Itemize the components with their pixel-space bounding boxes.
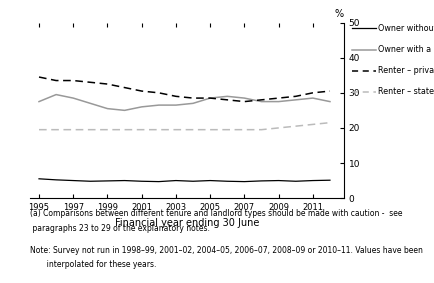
Owner without a mortgage <box>105 179 110 183</box>
Owner without a mortgage <box>139 179 144 183</box>
Renter – private landlord <box>88 81 93 84</box>
Renter – state/territory housing authority <box>258 128 263 131</box>
Text: %: % <box>334 9 343 19</box>
X-axis label: Financial year ending 30 June: Financial year ending 30 June <box>115 218 259 228</box>
Renter – state/territory housing authority <box>122 128 127 131</box>
Owner without a mortgage <box>190 179 195 183</box>
Owner with a  mortgage <box>105 107 110 110</box>
Owner with a  mortgage <box>36 100 42 103</box>
Owner without a mortgage <box>293 179 298 183</box>
Renter – private landlord <box>207 97 212 100</box>
Renter – private landlord <box>241 100 247 103</box>
Renter – private landlord <box>139 89 144 93</box>
Renter – state/territory housing authority <box>207 128 212 131</box>
Owner without a mortgage <box>258 179 263 183</box>
Renter – state/territory housing authority <box>70 128 76 131</box>
Renter – state/territory housing authority <box>275 126 280 130</box>
Renter – private landlord <box>275 97 280 100</box>
Renter – private landlord <box>173 95 178 98</box>
Renter – private landlord <box>70 79 76 82</box>
Owner with a  mortgage <box>309 97 315 100</box>
Renter – state/territory housing authority <box>36 128 42 131</box>
Owner without a mortgage <box>70 179 76 182</box>
Owner without a mortgage <box>224 179 229 183</box>
Owner with a  mortgage <box>156 103 161 107</box>
Renter – private landlord <box>190 97 195 100</box>
Text: Owner with a  mortgage: Owner with a mortgage <box>378 45 434 54</box>
Renter – private landlord <box>293 95 298 98</box>
Text: Renter – private landlord: Renter – private landlord <box>378 66 434 75</box>
Renter – state/territory housing authority <box>156 128 161 131</box>
Renter – state/territory housing authority <box>139 128 144 131</box>
Renter – state/territory housing authority <box>88 128 93 131</box>
Owner with a  mortgage <box>293 98 298 102</box>
Line: Owner without a mortgage: Owner without a mortgage <box>39 179 329 182</box>
Owner with a  mortgage <box>173 103 178 107</box>
Text: paragraphs 23 to 29 of the explanatory notes.: paragraphs 23 to 29 of the explanatory n… <box>30 224 210 233</box>
Renter – state/territory housing authority <box>224 128 229 131</box>
Renter – private landlord <box>309 91 315 95</box>
Owner without a mortgage <box>327 179 332 182</box>
Renter – private landlord <box>156 91 161 95</box>
Owner with a  mortgage <box>70 97 76 100</box>
Owner with a  mortgage <box>88 102 93 105</box>
Owner without a mortgage <box>207 179 212 182</box>
Text: Renter – state/territory housing authority: Renter – state/territory housing authori… <box>378 87 434 97</box>
Renter – state/territory housing authority <box>53 128 59 131</box>
Renter – state/territory housing authority <box>105 128 110 131</box>
Renter – state/territory housing authority <box>293 125 298 128</box>
Owner without a mortgage <box>122 179 127 182</box>
Renter – state/territory housing authority <box>190 128 195 131</box>
Owner without a mortgage <box>241 180 247 183</box>
Owner without a mortgage <box>88 179 93 183</box>
Text: Owner without a mortgage: Owner without a mortgage <box>378 24 434 33</box>
Text: interpolated for these years.: interpolated for these years. <box>30 260 157 269</box>
Owner with a  mortgage <box>139 105 144 109</box>
Renter – private landlord <box>122 86 127 89</box>
Text: Note: Survey not run in 1998–99, 2001–02, 2004–05, 2006–07, 2008–09 or 2010–11. : Note: Survey not run in 1998–99, 2001–02… <box>30 246 422 255</box>
Owner without a mortgage <box>309 179 315 182</box>
Renter – state/territory housing authority <box>241 128 247 131</box>
Owner with a  mortgage <box>207 97 212 100</box>
Renter – private landlord <box>36 75 42 79</box>
Renter – private landlord <box>53 79 59 82</box>
Owner without a mortgage <box>36 177 42 181</box>
Owner with a  mortgage <box>275 100 280 103</box>
Owner with a  mortgage <box>241 97 247 100</box>
Owner with a  mortgage <box>53 93 59 96</box>
Owner with a  mortgage <box>327 100 332 103</box>
Line: Renter – state/territory housing authority: Renter – state/territory housing authori… <box>39 123 329 130</box>
Owner without a mortgage <box>156 180 161 183</box>
Renter – state/territory housing authority <box>173 128 178 131</box>
Owner with a  mortgage <box>224 95 229 98</box>
Owner with a  mortgage <box>258 100 263 103</box>
Renter – state/territory housing authority <box>309 123 315 126</box>
Owner without a mortgage <box>173 179 178 182</box>
Renter – private landlord <box>224 98 229 102</box>
Owner without a mortgage <box>275 179 280 182</box>
Text: (a) Comparisons between different tenure and landlord types should be made with : (a) Comparisons between different tenure… <box>30 209 402 218</box>
Renter – private landlord <box>258 98 263 102</box>
Renter – state/territory housing authority <box>327 121 332 124</box>
Renter – private landlord <box>105 82 110 86</box>
Line: Renter – private landlord: Renter – private landlord <box>39 77 329 102</box>
Line: Owner with a  mortgage: Owner with a mortgage <box>39 95 329 110</box>
Owner with a  mortgage <box>190 102 195 105</box>
Renter – private landlord <box>327 89 332 93</box>
Owner with a  mortgage <box>122 109 127 112</box>
Owner without a mortgage <box>53 178 59 182</box>
